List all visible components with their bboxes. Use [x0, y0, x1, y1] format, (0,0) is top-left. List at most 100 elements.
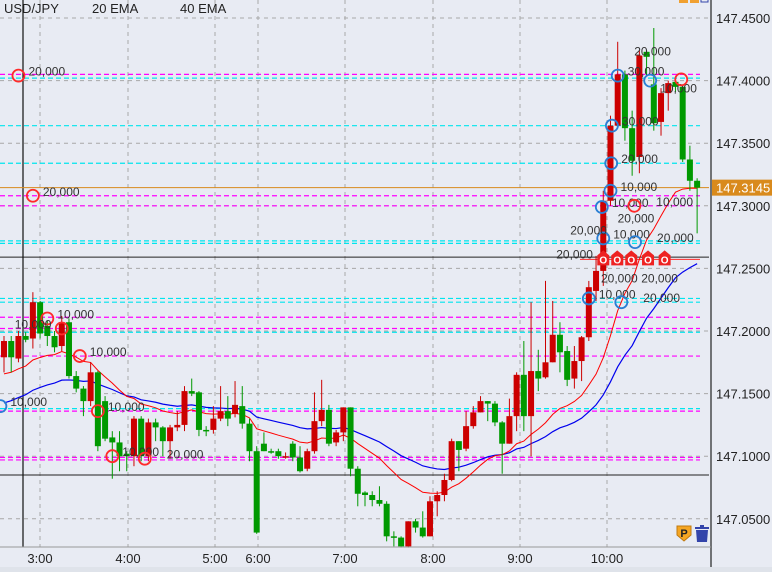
candle-body	[195, 392, 202, 430]
candle	[600, 190, 607, 286]
candle-body	[253, 451, 260, 533]
candle-body	[506, 416, 513, 444]
sell-execution-marker[interactable]	[105, 449, 120, 464]
candle	[224, 396, 231, 427]
candle-body	[65, 322, 72, 377]
buy-execution-marker[interactable]	[628, 235, 642, 250]
candle-body	[87, 372, 94, 402]
candle	[246, 418, 253, 462]
sell-execution-marker[interactable]	[54, 321, 69, 336]
pending-order-icon[interactable]: O	[625, 250, 638, 266]
candle-body	[260, 443, 267, 452]
candle-body	[578, 337, 585, 362]
candle	[665, 80, 672, 111]
candle-body	[477, 401, 484, 413]
candle	[347, 407, 354, 477]
candle-body	[621, 74, 628, 129]
candle-body	[282, 456, 289, 458]
sell-execution-marker[interactable]	[11, 68, 26, 83]
candle	[419, 511, 426, 538]
candle	[556, 322, 563, 373]
candle	[383, 501, 390, 542]
order-flag-shape	[658, 250, 671, 266]
buy-execution-marker[interactable]	[643, 73, 658, 88]
candle	[181, 386, 188, 432]
buy-execution-marker[interactable]	[603, 183, 618, 198]
sell-execution-marker[interactable]	[90, 404, 105, 419]
candle-body	[94, 372, 101, 447]
candle-body	[224, 411, 231, 419]
candle-body	[116, 442, 123, 457]
time-tick-label: 8:00	[420, 551, 445, 566]
pending-order-icon[interactable]: O	[597, 250, 610, 266]
candle	[289, 441, 296, 462]
candle-body	[181, 391, 188, 425]
candle	[152, 418, 159, 442]
pending-order-icon[interactable]: O	[658, 250, 671, 266]
execution-quantity-label: 10,000	[122, 445, 159, 459]
candle-body	[528, 371, 535, 417]
candle-body	[73, 376, 80, 389]
order-quantity-label: 20,000	[618, 211, 655, 225]
candle	[585, 280, 592, 342]
price-tick-label: 147.1000	[716, 449, 770, 464]
candle-body	[145, 422, 152, 457]
pending-order-icon[interactable]: O	[611, 250, 624, 266]
toolbar-icon-orange[interactable]	[690, 0, 699, 3]
candle	[412, 518, 419, 533]
sell-execution-marker[interactable]	[137, 451, 152, 466]
candle	[253, 446, 260, 534]
buy-execution-marker[interactable]	[614, 295, 629, 310]
buy-execution-marker[interactable]	[594, 200, 609, 214]
execution-quantity-label: 20,000	[657, 231, 694, 245]
time-tick-label: 7:00	[332, 551, 357, 566]
time-tick-label: 10:00	[591, 551, 624, 566]
toolbar-icon-blue[interactable]	[700, 0, 709, 3]
buy-execution-marker[interactable]	[604, 156, 619, 171]
sell-execution-marker[interactable]	[627, 198, 642, 213]
execution-quantity-label: 10,000	[660, 82, 697, 96]
sell-execution-marker[interactable]	[674, 72, 689, 87]
candle	[130, 416, 137, 467]
candle	[578, 336, 585, 382]
candle	[340, 407, 347, 442]
candle-body	[470, 412, 477, 427]
order-flag-shape	[625, 250, 638, 266]
buy-execution-marker[interactable]	[605, 118, 619, 133]
time-tick-label: 3:00	[27, 551, 52, 566]
sell-execution-marker[interactable]	[72, 349, 87, 363]
candle	[195, 391, 202, 437]
buy-execution-marker[interactable]	[610, 68, 625, 83]
candle	[513, 372, 520, 432]
sell-execution-marker[interactable]	[40, 311, 55, 326]
candle	[268, 448, 275, 454]
candle-body	[376, 500, 383, 504]
pending-order-icon[interactable]: O	[642, 250, 655, 266]
position-icon[interactable]: P	[676, 525, 692, 542]
candle-body	[109, 437, 116, 443]
candle-body	[672, 81, 679, 87]
candle-body	[535, 371, 542, 379]
candle-body	[325, 409, 332, 444]
buy-execution-marker[interactable]	[0, 399, 8, 414]
toolbar-icon-orange[interactable]	[679, 0, 688, 3]
candle-body	[268, 451, 275, 453]
candle	[102, 396, 109, 442]
candle-body	[15, 336, 22, 359]
trash-icon[interactable]	[695, 525, 709, 542]
price-tick-label: 147.3500	[716, 136, 770, 151]
candle	[477, 396, 484, 413]
order-icon-letter: O	[627, 255, 635, 266]
candle-body	[123, 453, 130, 457]
candle-body	[80, 388, 87, 402]
candle	[333, 429, 340, 447]
candle	[51, 331, 58, 353]
buy-execution-marker[interactable]	[581, 291, 596, 306]
buy-execution-marker[interactable]	[596, 231, 611, 246]
candle	[405, 521, 412, 548]
candle	[188, 378, 195, 397]
sell-execution-marker[interactable]	[25, 188, 40, 203]
candle-body	[275, 451, 282, 457]
horizontal-scrollbar[interactable]	[0, 567, 772, 572]
